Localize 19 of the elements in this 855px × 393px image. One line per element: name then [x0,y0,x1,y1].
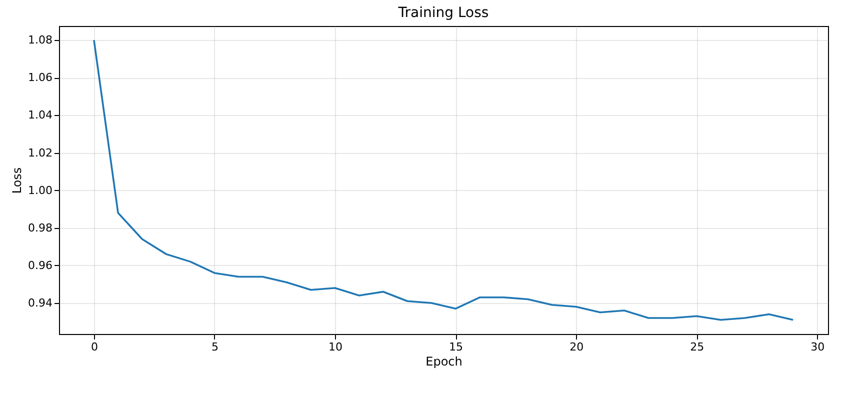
y-tick-label: 0.96 [28,258,52,272]
x-tick-label: 10 [328,340,343,354]
x-tick-label: 20 [570,340,584,354]
y-tick-label: 0.94 [28,296,52,310]
y-tick-label: 1.04 [28,108,52,122]
x-axis-title: Epoch [426,354,462,368]
x-tick-label: 0 [90,340,98,354]
y-tick-label: 1.02 [28,146,52,160]
y-axis-title: Loss [10,167,24,194]
chart-title: Training Loss [397,5,489,21]
y-tick-label: 0.98 [28,221,52,234]
x-tick-label: 5 [211,340,218,354]
y-tick-label: 1.06 [28,71,52,84]
y-tick-label: 1.00 [28,184,52,197]
line-series [93,39,794,321]
x-tick-label: 30 [810,340,825,354]
x-tick-label: 15 [449,340,464,354]
x-tick-label: 25 [690,340,704,354]
y-tick-label: 1.08 [28,34,52,47]
